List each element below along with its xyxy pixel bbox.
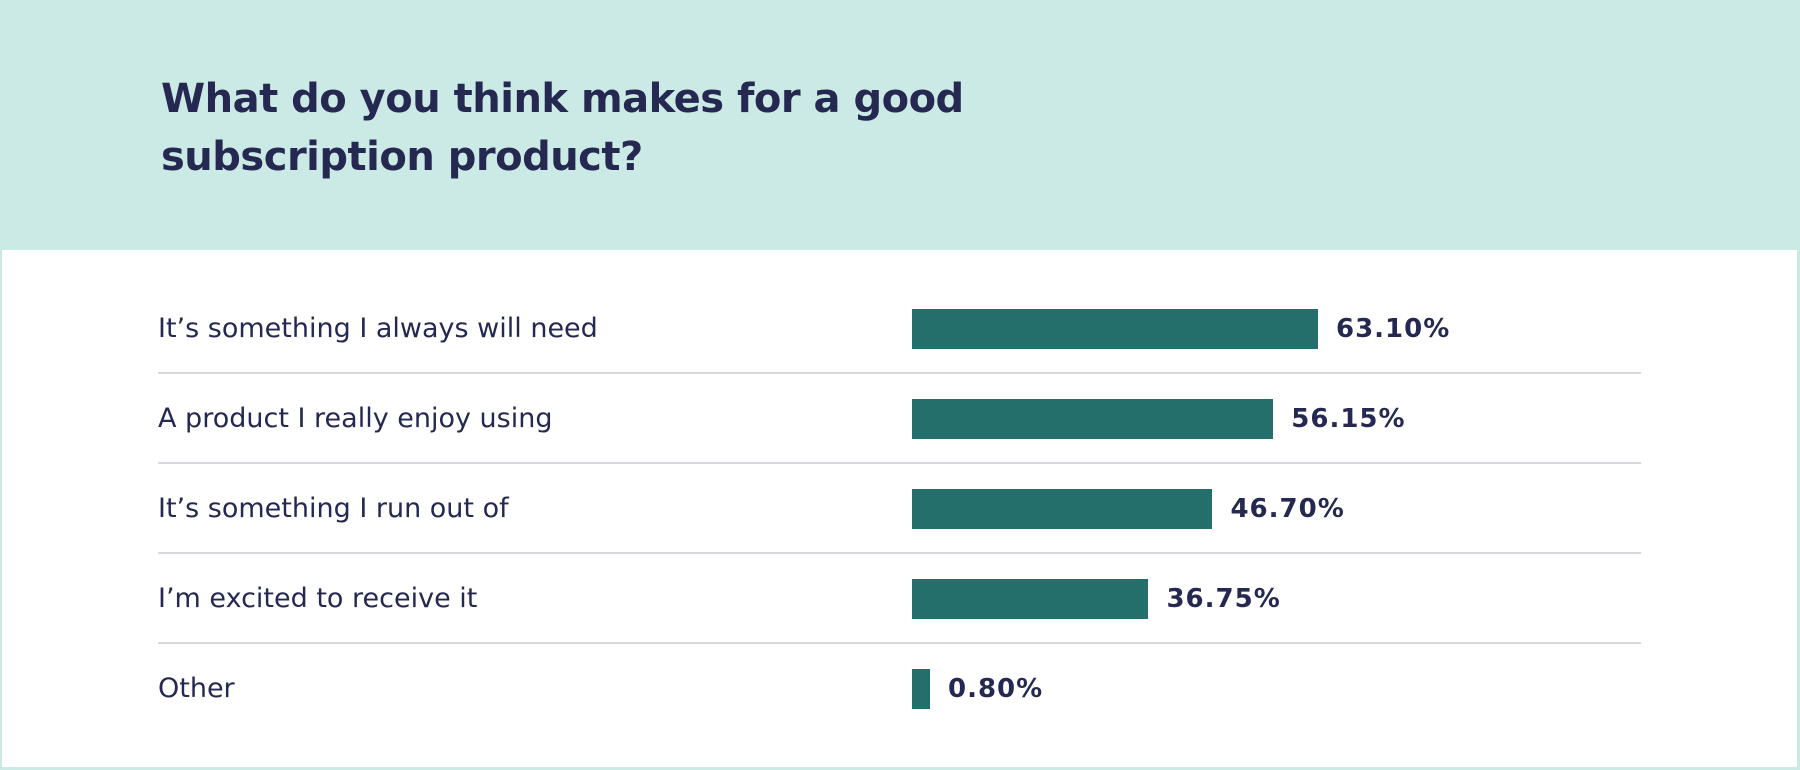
category-label: It’s something I run out of (158, 493, 509, 524)
bar-row: A product I really enjoy using 56.15% (158, 374, 1641, 464)
row-divider (158, 552, 1641, 554)
category-label: It’s something I always will need (158, 313, 598, 344)
row-divider (158, 642, 1641, 644)
bar (912, 489, 1213, 529)
bar-row: I’m excited to receive it 36.75% (158, 554, 1641, 644)
value-label: 46.70% (1230, 494, 1345, 524)
value-label: 56.15% (1291, 404, 1406, 434)
category-label: A product I really enjoy using (158, 403, 553, 434)
bar (912, 309, 1318, 349)
chart-title: What do you think makes for a good subsc… (161, 76, 964, 180)
value-label: 63.10% (1336, 314, 1451, 344)
chart-panel (2, 250, 1797, 767)
bar (912, 579, 1149, 619)
value-label: 36.75% (1166, 584, 1281, 614)
row-divider (158, 372, 1641, 374)
bar-row: It’s something I always will need 63.10% (158, 284, 1641, 374)
row-divider (158, 462, 1641, 464)
category-label: Other (158, 673, 235, 704)
bar-row: It’s something I run out of 46.70% (158, 464, 1641, 554)
value-label: 0.80% (948, 674, 1044, 704)
bar (912, 399, 1274, 439)
bar-row: Other 0.80% (158, 644, 1641, 734)
category-label: I’m excited to receive it (158, 583, 478, 614)
bar (912, 669, 930, 709)
